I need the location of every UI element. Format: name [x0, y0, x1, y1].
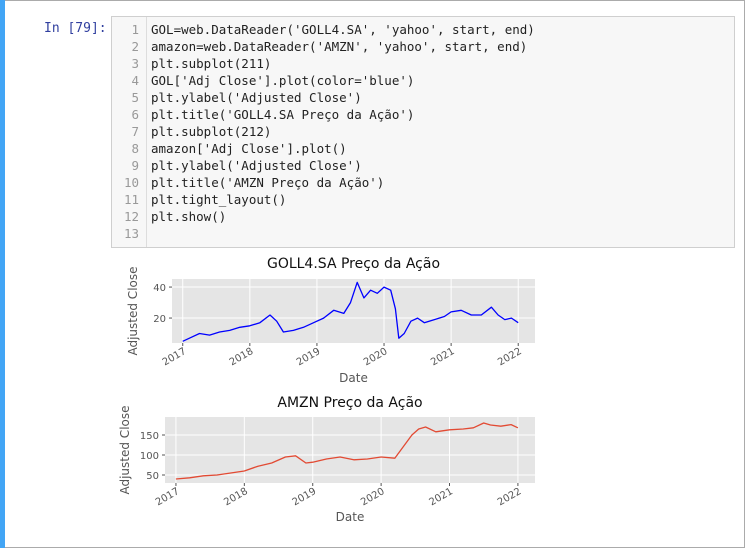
line-number: 7 [131, 124, 139, 139]
chart-title: GOLL4.SA Preço da Ação [267, 256, 440, 272]
code-line: plt.title('AMZN Preço da Ação') [151, 175, 385, 190]
line-number: 12 [123, 209, 139, 224]
y-axis-label: Adjusted Close [126, 266, 140, 355]
x-tick-label: 2021 [427, 486, 455, 508]
x-tick-label: 2022 [496, 486, 524, 508]
code-line: GOL=web.DataReader('GOLL4.SA', 'yahoo', … [151, 22, 535, 37]
x-tick-label: 2017 [161, 346, 189, 368]
x-tick-label: 2019 [291, 486, 319, 508]
y-tick-label: 50 [146, 471, 159, 482]
line-number: 4 [131, 73, 139, 88]
y-tick-label: 100 [140, 451, 159, 462]
plot-background [165, 417, 535, 483]
code-line: amazon['Adj Close'].plot() [151, 141, 347, 156]
data-line [182, 281, 519, 342]
code-line: plt.ylabel('Adjusted Close') [151, 90, 362, 105]
x-tick-label: 2020 [359, 486, 387, 508]
y-tick-label: 20 [153, 314, 166, 325]
y-axis-label: Adjusted Close [118, 405, 132, 494]
line-number: 6 [131, 107, 139, 122]
code-editor[interactable]: 1 2 3 4 5 6 7 8 9 10 11 12 13 GOL=web.DataReader('GO… [111, 16, 735, 248]
x-tick-label: 2022 [496, 346, 524, 368]
y-tick-label: 150 [140, 431, 159, 442]
line-number: 9 [131, 158, 139, 173]
code-line: plt.tight_layout() [151, 192, 287, 207]
line-number: 8 [131, 141, 139, 156]
code-line: amazon=web.DataReader('AMZN', 'yahoo', s… [151, 39, 528, 54]
selection-bar [0, 0, 5, 548]
x-tick-label: 2019 [295, 346, 323, 368]
x-tick-label: 2018 [228, 346, 256, 368]
line-number: 11 [123, 192, 139, 207]
line-number: 5 [131, 90, 139, 105]
plot-background [172, 279, 535, 343]
line-gutter: 1 2 3 4 5 6 7 8 9 10 11 12 13 [112, 17, 147, 247]
line-number: 10 [123, 175, 139, 190]
x-axis-label: Date [336, 510, 365, 524]
cell-border [5, 0, 745, 548]
code-line: plt.subplot(212) [151, 124, 272, 139]
line-number: 3 [131, 56, 139, 71]
cell-prompt: In [79]: [44, 21, 107, 36]
code-line: plt.show() [151, 209, 227, 224]
code-line: plt.subplot(211) [151, 56, 272, 71]
x-tick-label: 2020 [362, 346, 390, 368]
x-tick-label: 2021 [429, 346, 457, 368]
code-line: plt.title('GOLL4.SA Preço da Ação') [151, 107, 415, 122]
chart-title: AMZN Preço da Ação [277, 395, 422, 411]
x-tick-label: 2017 [154, 486, 182, 508]
x-axis-label: Date [339, 371, 368, 385]
line-number: 13 [123, 226, 139, 241]
x-tick-label: 2018 [222, 486, 250, 508]
y-tick-label: 40 [153, 283, 166, 294]
line-number: 2 [131, 39, 139, 54]
data-line [175, 422, 519, 480]
code-line: GOL['Adj Close'].plot(color='blue') [151, 73, 415, 88]
line-number: 1 [131, 22, 139, 37]
code-line: plt.ylabel('Adjusted Close') [151, 158, 362, 173]
